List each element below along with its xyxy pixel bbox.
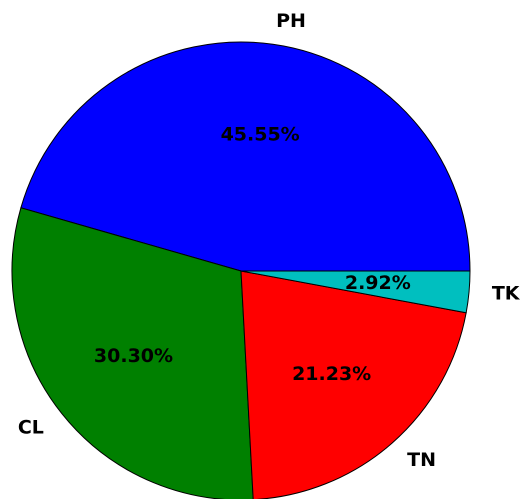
percent-label: 21.23% — [292, 363, 371, 385]
pie-slice — [240, 270, 471, 314]
slice-label: TN — [407, 449, 436, 471]
percent-label: 45.55% — [221, 123, 300, 145]
pie-slice — [240, 270, 467, 499]
pie-slice — [20, 41, 471, 272]
slice-label: TK — [492, 283, 521, 305]
percent-label: 30.30% — [94, 345, 173, 367]
slice-label: CL — [18, 416, 44, 438]
percent-label: 2.92% — [345, 272, 411, 294]
slice-label: PH — [276, 10, 306, 32]
pie-slice — [11, 207, 254, 499]
